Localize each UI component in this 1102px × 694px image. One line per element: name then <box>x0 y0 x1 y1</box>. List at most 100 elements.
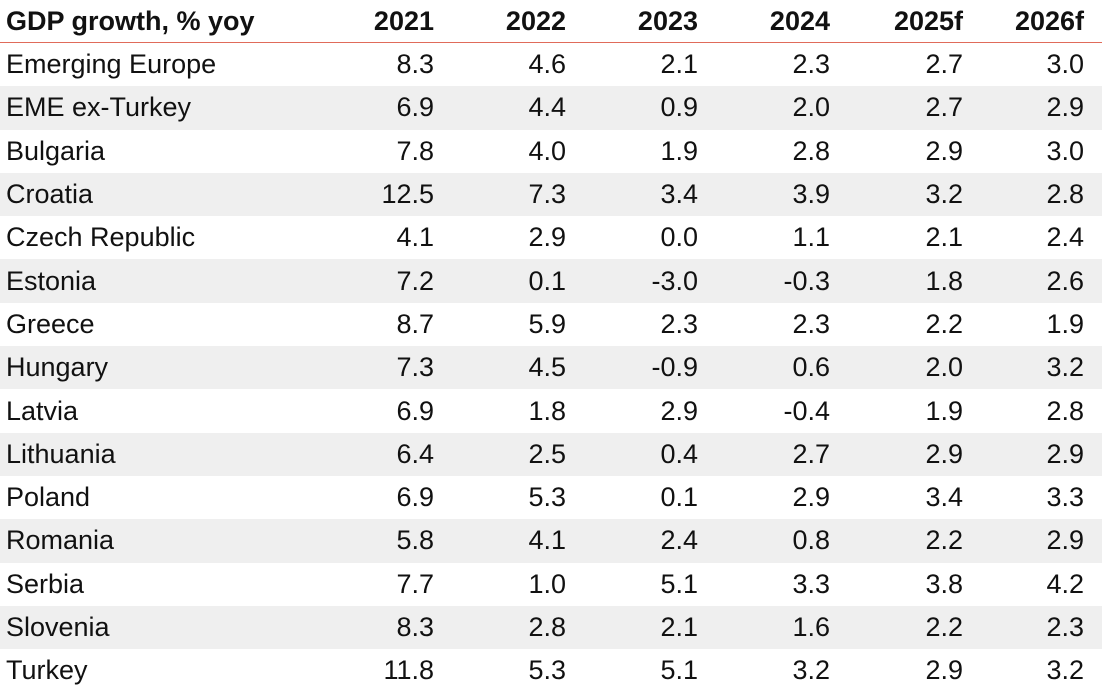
value-cell: 1.0 <box>528 568 566 599</box>
table-row: Slovenia 8.3 2.8 2.1 1.6 2.2 2.3 <box>0 605 1102 650</box>
row-label: Estonia <box>6 265 97 296</box>
value-cell: 3.0 <box>1046 49 1084 80</box>
value-cell: 1.9 <box>1046 308 1084 339</box>
value-cell: 6.9 <box>396 92 434 123</box>
value-cell: 3.4 <box>925 482 963 513</box>
value-cell: 2.9 <box>925 655 963 686</box>
value-cell: 4.5 <box>528 352 566 383</box>
value-cell: 6.9 <box>396 395 434 426</box>
value-cell: 2.7 <box>925 92 963 123</box>
value-cell: 2.3 <box>792 308 830 339</box>
value-cell: 0.4 <box>660 438 698 469</box>
value-cell: 2.9 <box>1046 92 1084 123</box>
value-cell: 2.0 <box>925 352 963 383</box>
value-cell: 5.9 <box>528 308 566 339</box>
table-row: Turkey 11.8 5.3 5.1 3.2 2.9 3.2 <box>0 649 1102 692</box>
value-cell: 5.8 <box>396 525 434 556</box>
row-label: Latvia <box>6 395 79 426</box>
row-label: Poland <box>6 482 91 513</box>
row-label: Croatia <box>6 179 94 210</box>
value-cell: 1.8 <box>528 395 566 426</box>
table-row: Bulgaria 7.8 4.0 1.9 2.8 2.9 3.0 <box>0 130 1102 173</box>
value-cell: 2.2 <box>925 308 963 339</box>
value-cell: 6.9 <box>396 482 434 513</box>
value-cell: 3.2 <box>925 179 963 210</box>
table-row: Greece 8.7 5.9 2.3 2.3 2.2 1.9 <box>0 303 1102 346</box>
value-cell: 2.4 <box>660 525 698 556</box>
value-cell: 2.3 <box>792 49 830 80</box>
table-row: Poland 6.9 5.3 0.1 2.9 3.4 3.3 <box>0 476 1102 519</box>
table-body: Emerging Europe 8.3 4.6 2.1 2.3 2.7 3.0 EME ex-… <box>0 43 1102 692</box>
value-cell: 2.8 <box>1046 395 1084 426</box>
value-cell: 2.5 <box>528 438 566 469</box>
table-row: Serbia 7.7 1.0 5.1 3.3 3.8 4.2 <box>0 563 1102 606</box>
value-cell: 5.1 <box>660 568 698 599</box>
row-label: Emerging Europe <box>6 49 217 80</box>
value-cell: 4.6 <box>528 49 566 80</box>
value-cell: 3.2 <box>792 655 830 686</box>
column-header-2022: 2022 <box>505 5 566 36</box>
row-label: Romania <box>6 525 115 556</box>
value-cell: 2.3 <box>1046 612 1084 642</box>
table-row: Latvia 6.9 1.8 2.9 -0.4 1.9 2.8 <box>0 389 1102 432</box>
table-row: Czech Republic 4.1 2.9 0.0 1.1 2.1 2.4 <box>0 216 1102 259</box>
value-cell: 2.9 <box>528 222 566 253</box>
value-cell: -0.9 <box>651 352 698 383</box>
column-header-2023: 2023 <box>637 5 698 36</box>
value-cell: 2.8 <box>1046 179 1084 210</box>
value-cell: 5.3 <box>528 482 566 513</box>
value-cell: 7.2 <box>396 265 434 296</box>
row-label: EME ex-Turkey <box>6 92 192 123</box>
table-row: Hungary 7.3 4.5 -0.9 0.6 2.0 3.2 <box>0 346 1102 390</box>
value-cell: 0.8 <box>792 525 830 556</box>
value-cell: 7.8 <box>396 135 434 166</box>
value-cell: 3.8 <box>925 568 963 599</box>
value-cell: 4.2 <box>1046 568 1084 599</box>
value-cell: 7.3 <box>396 352 434 383</box>
value-cell: 2.0 <box>792 92 830 123</box>
value-cell: 1.9 <box>925 395 963 426</box>
column-header-2025f: 2025f <box>893 5 963 36</box>
table-header-row: GDP growth, % yoy 2021 2022 2023 2024 20… <box>0 0 1102 43</box>
value-cell: 2.2 <box>925 525 963 556</box>
value-cell: 2.6 <box>1046 265 1084 296</box>
value-cell: 4.0 <box>528 135 566 166</box>
value-cell: 3.2 <box>1046 655 1084 686</box>
value-cell: 1.9 <box>660 135 698 166</box>
value-cell: 11.8 <box>383 655 434 686</box>
table-row: Romania 5.8 4.1 2.4 0.8 2.2 2.9 <box>0 519 1102 563</box>
table-title: GDP growth, % yoy <box>6 5 255 36</box>
value-cell: 3.4 <box>660 179 698 210</box>
value-cell: 2.3 <box>660 308 698 339</box>
value-cell: 4.1 <box>528 525 566 556</box>
value-cell: 0.1 <box>528 265 566 296</box>
row-label: Greece <box>6 308 95 339</box>
value-cell: 7.7 <box>396 568 434 599</box>
value-cell: 3.3 <box>792 568 830 599</box>
value-cell: 5.1 <box>660 655 698 686</box>
value-cell: 3.0 <box>1046 135 1084 166</box>
value-cell: 2.9 <box>925 135 963 166</box>
value-cell: 0.9 <box>660 92 698 123</box>
column-header-2021: 2021 <box>373 5 434 36</box>
row-label: Serbia <box>6 568 85 599</box>
value-cell: 3.2 <box>1046 352 1084 383</box>
value-cell: 1.8 <box>925 265 963 296</box>
value-cell: 2.1 <box>660 612 698 642</box>
table-row: Croatia 12.5 7.3 3.4 3.9 3.2 2.8 <box>0 172 1102 217</box>
value-cell: 3.3 <box>1046 482 1084 513</box>
value-cell: 8.3 <box>396 612 434 642</box>
value-cell: 4.1 <box>396 222 434 253</box>
value-cell: 2.9 <box>660 395 698 426</box>
row-label: Hungary <box>6 352 109 383</box>
value-cell: -0.3 <box>783 265 830 296</box>
value-cell: 0.1 <box>660 482 698 513</box>
value-cell: 2.9 <box>1046 525 1084 556</box>
value-cell: 2.2 <box>925 612 963 642</box>
value-cell: 8.3 <box>396 49 434 80</box>
value-cell: 2.9 <box>792 482 830 513</box>
row-label: Slovenia <box>6 612 110 642</box>
table-row: Lithuania 6.4 2.5 0.4 2.7 2.9 2.9 <box>0 432 1102 476</box>
table-row: Emerging Europe 8.3 4.6 2.1 2.3 2.7 3.0 <box>0 43 1102 86</box>
